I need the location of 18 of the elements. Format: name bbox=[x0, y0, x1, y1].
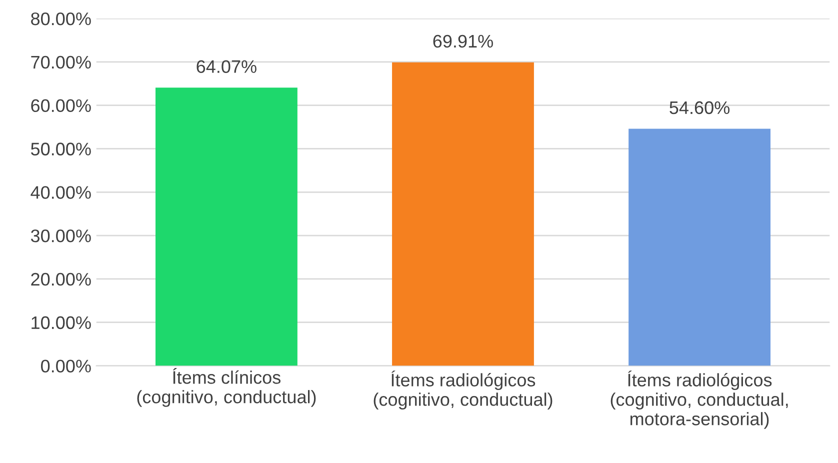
y-tick-label: 0.00% bbox=[41, 360, 91, 372]
y-tick-label: 70.00% bbox=[31, 56, 91, 69]
x-tick-label: Ítems radiológicos (cognitivo, conductual) bbox=[374, 370, 552, 410]
y-tick-label: 30.00% bbox=[30, 229, 91, 242]
y-tick-label: 10.00% bbox=[32, 316, 91, 330]
y-tick-label: 50.00% bbox=[30, 142, 91, 156]
data-label: 64.07% bbox=[196, 60, 256, 73]
x-tick-label: Ítems clínicos (cognitivo, conductual) bbox=[137, 368, 316, 407]
y-tick-label: 40.00% bbox=[30, 186, 91, 199]
y-tick-label: 80.00% bbox=[31, 12, 91, 26]
data-label: 69.91% bbox=[433, 34, 493, 48]
y-tick-label: 60.00% bbox=[31, 99, 91, 112]
data-label: 54.60% bbox=[670, 101, 730, 114]
bar bbox=[392, 62, 534, 366]
bar bbox=[628, 128, 770, 366]
bar bbox=[156, 88, 298, 366]
x-tick-label: Ítems radiológicos (cognitivo, conductual, motora-sensorial) bbox=[610, 370, 788, 429]
y-tick-label: 20.00% bbox=[31, 272, 91, 286]
